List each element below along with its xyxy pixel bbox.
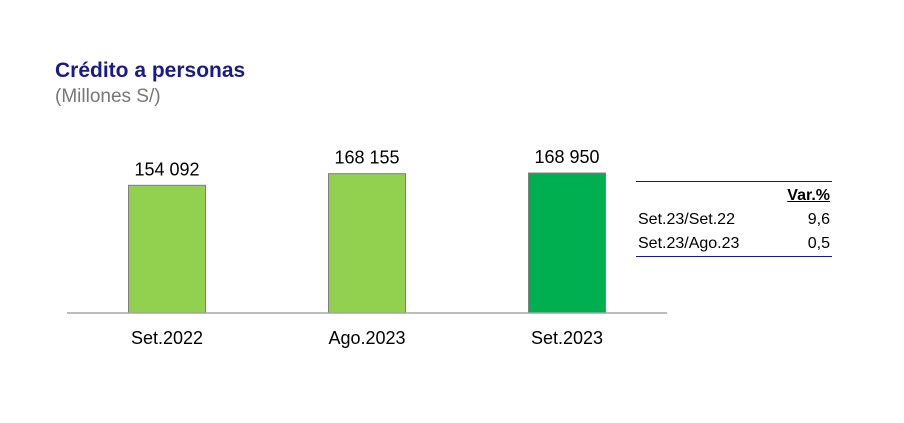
variation-header: Var.%	[771, 181, 832, 208]
variation-value: 0,5	[771, 232, 832, 257]
data-label: 168 155	[334, 148, 399, 168]
x-tick-label: Set.2022	[131, 328, 203, 348]
variation-label: Set.23/Set.22	[638, 211, 735, 228]
chart-subtitle: (Millones S/)	[55, 86, 161, 107]
variation-row: Set.23/Set.22 9,6	[636, 208, 832, 232]
variation-label: Set.23/Ago.23	[636, 232, 772, 257]
x-tick-label: Ago.2023	[328, 328, 405, 348]
variation-table-header-row: Var.%	[636, 181, 832, 208]
data-label: 168 950	[534, 147, 599, 167]
bar-ago-2023	[328, 173, 406, 314]
bars-layer	[128, 172, 606, 314]
chart-title: Crédito a personas	[55, 59, 246, 82]
variation-value: 9,6	[807, 211, 830, 228]
x-tick-label: Set.2023	[531, 328, 603, 348]
bar-set-2022	[128, 184, 206, 314]
labels-layer: 154 092 Set.2022 168 155 Ago.2023 168 950 Set…	[131, 147, 603, 348]
variation-row: Set.23/Ago.23 0,5	[636, 232, 832, 257]
variation-table: Var.% Set.23/Set.22 9,6 Set.23/Ago.23 0,…	[636, 181, 832, 257]
bar-set-2023	[528, 172, 606, 314]
data-label: 154 092	[134, 159, 199, 179]
